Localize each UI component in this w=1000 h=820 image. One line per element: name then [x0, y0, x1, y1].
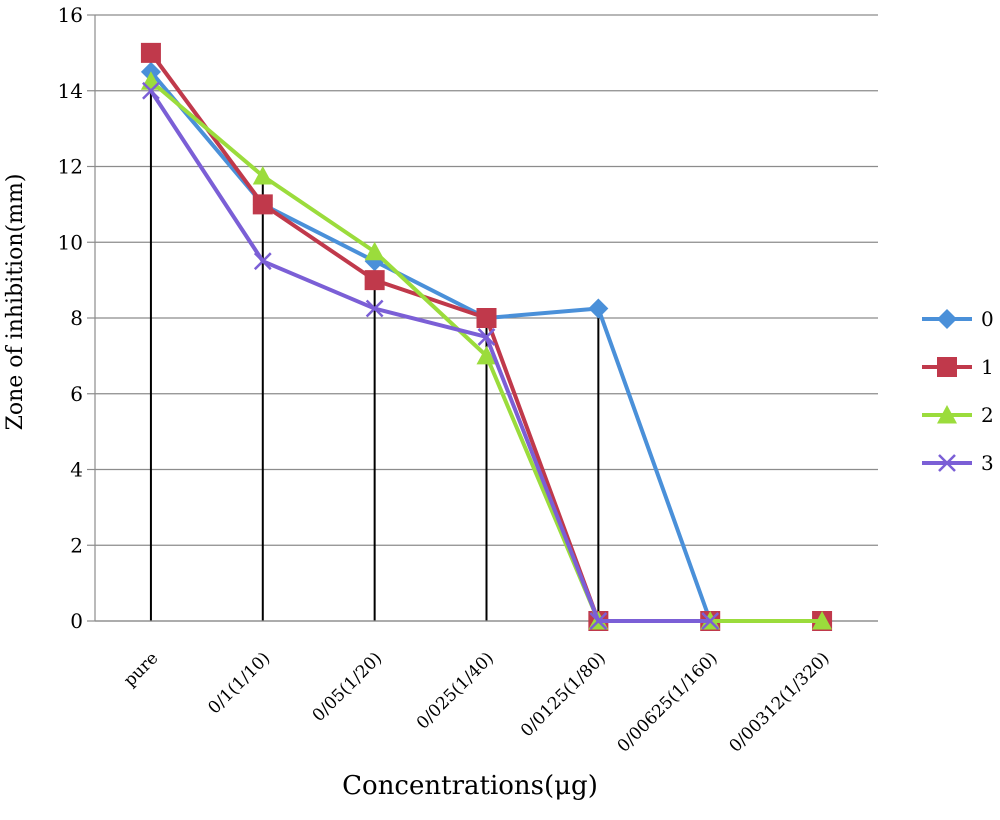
x-tick-label: 0/0125(1/80)	[517, 648, 610, 741]
data-point	[142, 81, 160, 100]
data-point	[476, 308, 497, 328]
data-point	[477, 328, 496, 346]
y-tick-label: 16	[58, 3, 83, 27]
data-point	[937, 357, 957, 377]
series-3	[142, 81, 720, 630]
x-tick-label: 0/00312(1/320)	[725, 648, 833, 756]
data-point	[252, 194, 273, 215]
series-layer	[140, 42, 833, 631]
data-point	[937, 309, 957, 329]
tick-labels: 0 2 4 6 8 10 12 14 16 pure 0/1(1/10) 0/05(1/20) 0/02…	[58, 3, 834, 757]
y-tick-label: 14	[58, 79, 83, 103]
y-tick-label: 12	[58, 155, 83, 179]
legend: 0 1 2 3	[922, 307, 994, 475]
legend-item-0: 0	[922, 307, 994, 331]
legend-item-3: 3	[922, 451, 994, 475]
data-point	[253, 252, 272, 271]
data-point	[365, 299, 384, 318]
data-point	[589, 612, 608, 630]
legend-label: 2	[981, 403, 994, 427]
y-tick-label: 6	[70, 382, 83, 406]
y-axis-label: Zone of inhibition(mm)	[3, 174, 28, 431]
y-tick-label: 4	[70, 458, 83, 482]
series-line	[148, 88, 713, 623]
legend-label: 1	[981, 355, 994, 379]
x-tick-label: 0/025(1/40)	[413, 648, 498, 733]
y-tick-label: 0	[70, 609, 83, 633]
data-point	[364, 270, 385, 291]
x-tick-label: 0/05(1/20)	[309, 648, 387, 726]
data-point	[252, 165, 273, 185]
data-point	[476, 345, 497, 365]
y-tick-label: 8	[70, 306, 83, 330]
data-point	[364, 241, 385, 261]
data-point	[701, 612, 720, 630]
x-tick-label: 0/00625(1/160)	[614, 648, 722, 756]
data-point	[812, 611, 833, 630]
data-point	[140, 42, 161, 63]
data-point	[938, 454, 956, 472]
x-axis-label: Concentrations(μg)	[342, 771, 598, 801]
y-tick-label: 10	[58, 230, 83, 254]
legend-item-2: 2	[922, 403, 994, 427]
y-tick-label: 2	[70, 533, 83, 557]
x-tick-label: pure	[120, 648, 162, 690]
data-point	[937, 405, 957, 424]
x-tick-label: 0/1(1/10)	[204, 648, 274, 718]
legend-item-1: 1	[922, 355, 994, 379]
legend-label: 0	[981, 307, 994, 331]
data-point	[588, 298, 609, 319]
drop-lines	[149, 52, 600, 621]
legend-label: 3	[981, 451, 994, 475]
